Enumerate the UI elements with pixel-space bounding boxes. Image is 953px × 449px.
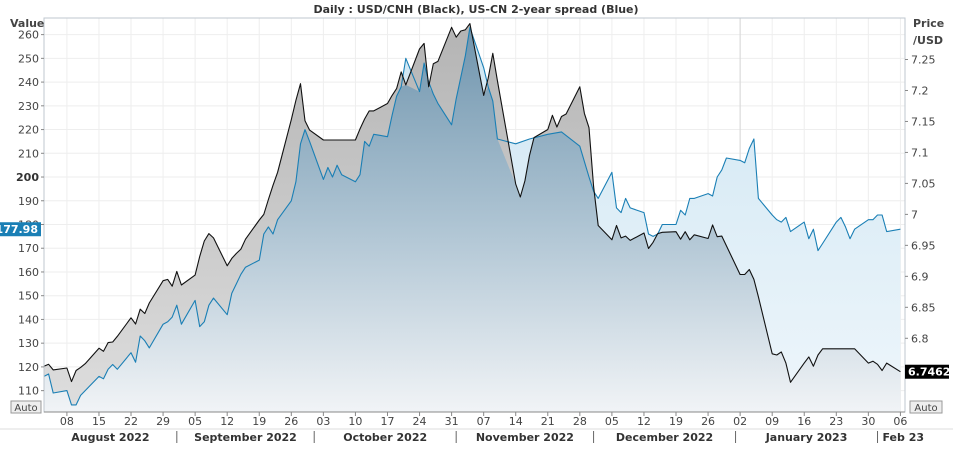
x-tick-label: 06 [893,415,907,428]
month-label: Feb 23 [882,431,924,444]
x-tick-label: 23 [829,415,843,428]
left-tick-label: 130 [18,337,39,350]
right-tick-label: 6.85 [911,301,936,314]
left-tick-label: 190 [18,195,39,208]
usdcnh-last-value: 6.7462 [908,366,950,379]
right-tick-label: 7.15 [911,115,936,128]
usdcnh-line [44,23,901,383]
x-tick-label: 03 [316,415,330,428]
x-tick-label: 29 [156,415,170,428]
spread-last-value: 177.98 [0,223,38,236]
left-tick-label: 210 [18,147,39,160]
right-tick-label: 6.8 [911,332,929,345]
left-axis-label: Value [10,17,44,30]
left-tick-label: 250 [18,52,39,65]
right-axis-label-line2: /USD [913,34,943,47]
x-tick-label: 22 [124,415,138,428]
usdcnh-last-value-badge [905,364,949,379]
last-value-badges: 177.98 6.7462 [0,222,950,379]
x-tick-label: 10 [348,415,362,428]
x-tick-label: 28 [573,415,587,428]
left-tick-label: 200 [16,171,39,184]
x-tick-label: 07 [477,415,491,428]
spread-line [44,26,901,406]
auto-scale-left-label: Auto [14,403,37,414]
x-tick-label: 05 [188,415,202,428]
right-tick-label: 6.9 [911,270,929,283]
left-tick-label: 170 [18,242,39,255]
left-tick-label: 120 [18,361,39,374]
x-tick-label: 08 [60,415,74,428]
series-areas [44,23,901,412]
right-axis-ticks: 6.8 6.85 6.9 6.95 7 7.05 7.1 7.15 7.2 7.25 [905,54,936,345]
x-axis: 08 15 22 29 05 12 19 26 03 10 17 24 31 07 14 21 28 05 12 19… [0,411,953,444]
auto-scale-right-label: Auto [914,403,937,414]
month-label: December 2022 [616,431,713,444]
x-tick-label: 12 [637,415,651,428]
left-tick-label: 150 [18,290,39,303]
x-tick-label: 16 [797,415,811,428]
right-axis-label-line1: Price [913,17,944,30]
month-label: November 2022 [476,431,574,444]
left-tick-label: 160 [18,266,39,279]
left-tick-label: 240 [18,76,39,89]
right-tick-label: 7.2 [911,84,929,97]
x-tick-label: 26 [701,415,715,428]
left-tick-label: 230 [18,100,39,113]
month-label: January 2023 [765,431,848,444]
right-tick-label: 7.25 [911,54,936,67]
month-label: September 2022 [194,431,297,444]
x-tick-label: 31 [445,415,459,428]
x-tick-label: 19 [669,415,683,428]
right-tick-label: 7.1 [911,146,929,159]
spread-last-value-badge [0,222,41,237]
left-tick-label: 140 [18,313,39,326]
x-tick-label: 17 [380,415,394,428]
right-tick-label: 7 [911,208,918,221]
left-tick-label: 220 [18,124,39,137]
x-tick-label: 19 [252,415,266,428]
month-label: October 2022 [343,431,427,444]
x-tick-label: 02 [733,415,747,428]
right-tick-label: 6.95 [911,239,936,252]
x-tick-label: 09 [765,415,779,428]
x-tick-label: 12 [220,415,234,428]
chart-title: Daily : USD/CNH (Black), US-CN 2-year sp… [313,3,638,16]
x-tick-label: 14 [509,415,523,428]
x-tick-label: 15 [92,415,106,428]
month-label: August 2022 [71,431,149,444]
x-tick-label: 26 [284,415,298,428]
x-tick-label: 21 [541,415,555,428]
series-lines [44,23,901,406]
auto-scale-right-button[interactable]: Auto [909,400,943,414]
x-tick-label: 30 [861,415,875,428]
x-tick-label: 05 [605,415,619,428]
left-axis-ticks: 1101201301401501601701801902002102202302… [16,29,44,398]
left-tick-label: 260 [18,29,39,42]
auto-scale-left-button[interactable]: Auto [10,400,42,414]
right-tick-label: 7.05 [911,177,936,190]
overlap-area-fill [44,27,901,412]
left-tick-label: 110 [18,385,39,398]
x-tick-label: 24 [413,415,427,428]
